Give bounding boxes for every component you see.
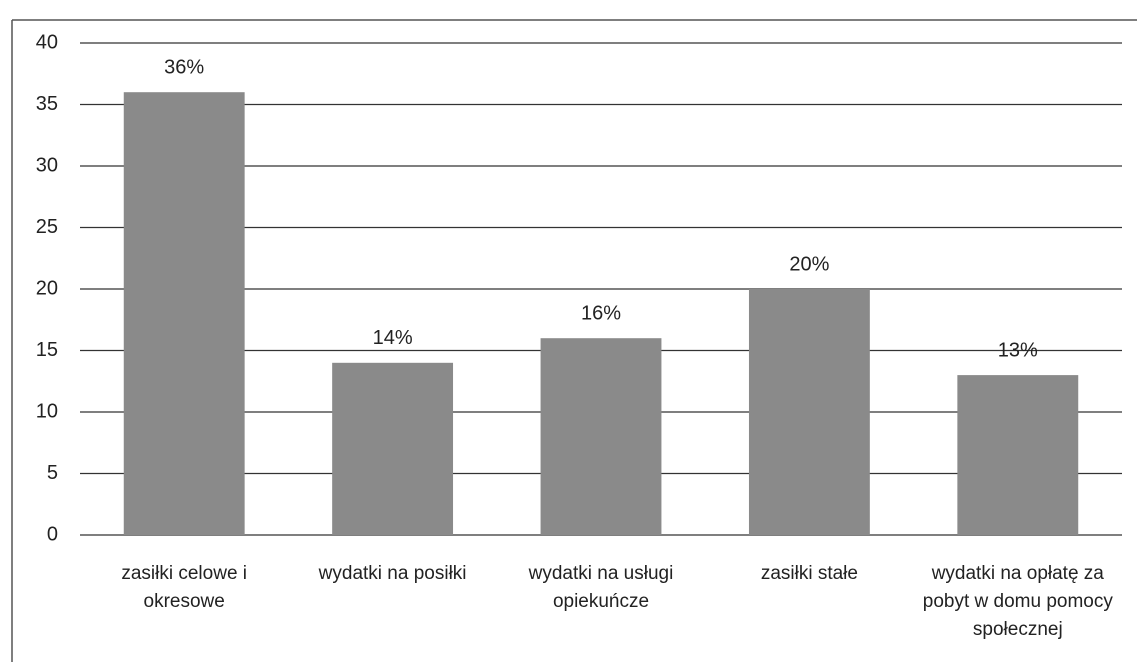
bar	[540, 338, 662, 535]
x-tick-label: zasiłki stałe	[760, 563, 858, 584]
y-tick-label: 10	[36, 400, 58, 422]
y-tick-label: 40	[36, 31, 58, 53]
bar	[957, 375, 1079, 535]
bar	[332, 362, 454, 535]
y-tick-label: 15	[36, 339, 58, 361]
x-tick-label: wydatki na usługi opiekuńcze	[528, 563, 674, 612]
y-tick-label: 0	[47, 523, 58, 545]
value-label: 36%	[164, 56, 204, 78]
x-tick-label: wydatki na opłatę za pobyt w domu pomocy…	[922, 563, 1113, 640]
value-label: 20%	[789, 253, 829, 275]
bar	[748, 289, 870, 535]
bar	[123, 92, 245, 535]
x-tick-label: wydatki na posiłki	[318, 563, 467, 584]
y-tick-label: 30	[36, 154, 58, 176]
y-tick-label: 25	[36, 216, 58, 238]
y-tick-label: 35	[36, 93, 58, 115]
y-tick-label: 5	[47, 462, 58, 484]
value-label: 14%	[373, 327, 413, 349]
value-label: 16%	[581, 302, 621, 324]
y-tick-label: 20	[36, 277, 58, 299]
value-label: 13%	[998, 339, 1038, 361]
x-tick-label: zasiłki celowe i okresowe	[121, 563, 248, 612]
